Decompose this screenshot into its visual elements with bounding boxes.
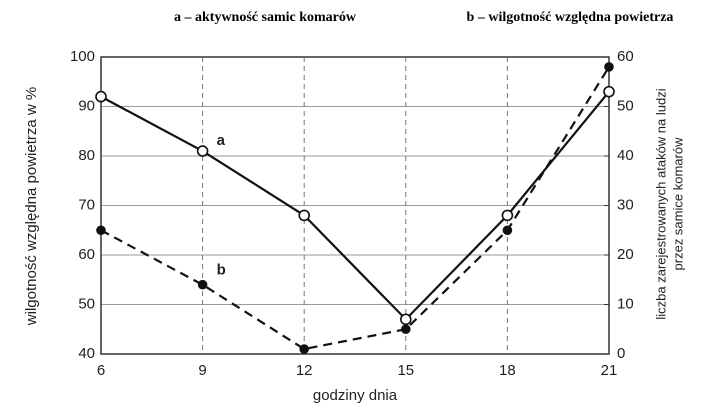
series-label: b: [217, 262, 226, 279]
x-tick-label: 15: [397, 362, 414, 379]
y-tick-label: 100: [70, 48, 95, 65]
x-tick-label: 18: [499, 362, 516, 379]
x-tick-label: 6: [97, 362, 105, 379]
y2-axis-label: przez samice komarów: [670, 137, 685, 271]
data-point: [96, 225, 106, 236]
y2-tick-label: 20: [617, 246, 634, 263]
y2-tick-label: 30: [617, 196, 634, 213]
y-axis-label: wilgotność względna powietrza w %: [23, 87, 40, 326]
x-tick-label: 12: [296, 362, 313, 379]
x-tick-label: 21: [601, 362, 618, 379]
x-tick-label: 9: [198, 362, 206, 379]
data-point: [502, 225, 513, 236]
y2-axis-label: liczba zarejestrowanych ataków na ludzi: [653, 88, 668, 319]
x-axis-label: godziny dnia: [313, 387, 398, 404]
y-tick-label: 50: [78, 295, 95, 312]
y-tick-label: 70: [78, 196, 95, 213]
y-tick-label: 90: [78, 97, 95, 114]
y2-tick-label: 10: [617, 295, 634, 312]
data-point: [299, 344, 310, 354]
series-label: a: [217, 132, 226, 149]
series-line: [100, 90, 610, 321]
legend-entry: a – aktywność samic komarów: [174, 10, 357, 25]
y-tick-label: 60: [78, 246, 95, 263]
data-point: [197, 279, 208, 290]
y-tick-label: 80: [78, 147, 95, 164]
y2-tick-label: 60: [617, 48, 634, 65]
data-point: [400, 324, 411, 335]
data-point: [603, 85, 615, 98]
data-point: [196, 145, 209, 157]
legend-entry: b – wilgotność względna powietrza: [467, 10, 674, 25]
data-point: [501, 209, 514, 222]
series-line: [100, 66, 610, 351]
data-point: [298, 209, 311, 222]
data-point: [399, 313, 412, 326]
y2-tick-label: 40: [617, 147, 634, 164]
y2-tick-label: 0: [617, 345, 625, 362]
plot-frame: [100, 56, 610, 355]
data-point: [95, 90, 107, 103]
y2-tick-label: 50: [617, 97, 634, 114]
data-point: [604, 62, 614, 72]
y-tick-label: 40: [78, 345, 95, 362]
